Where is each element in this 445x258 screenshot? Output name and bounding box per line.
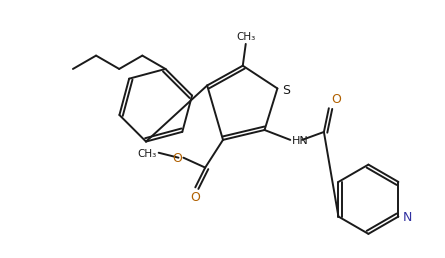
Text: CH₃: CH₃ <box>138 149 157 159</box>
Text: S: S <box>282 84 290 97</box>
Text: O: O <box>190 191 200 204</box>
Text: N: N <box>402 211 412 224</box>
Text: CH₃: CH₃ <box>236 32 255 42</box>
Text: O: O <box>331 93 341 106</box>
Text: O: O <box>173 152 182 165</box>
Text: HN: HN <box>292 136 309 146</box>
